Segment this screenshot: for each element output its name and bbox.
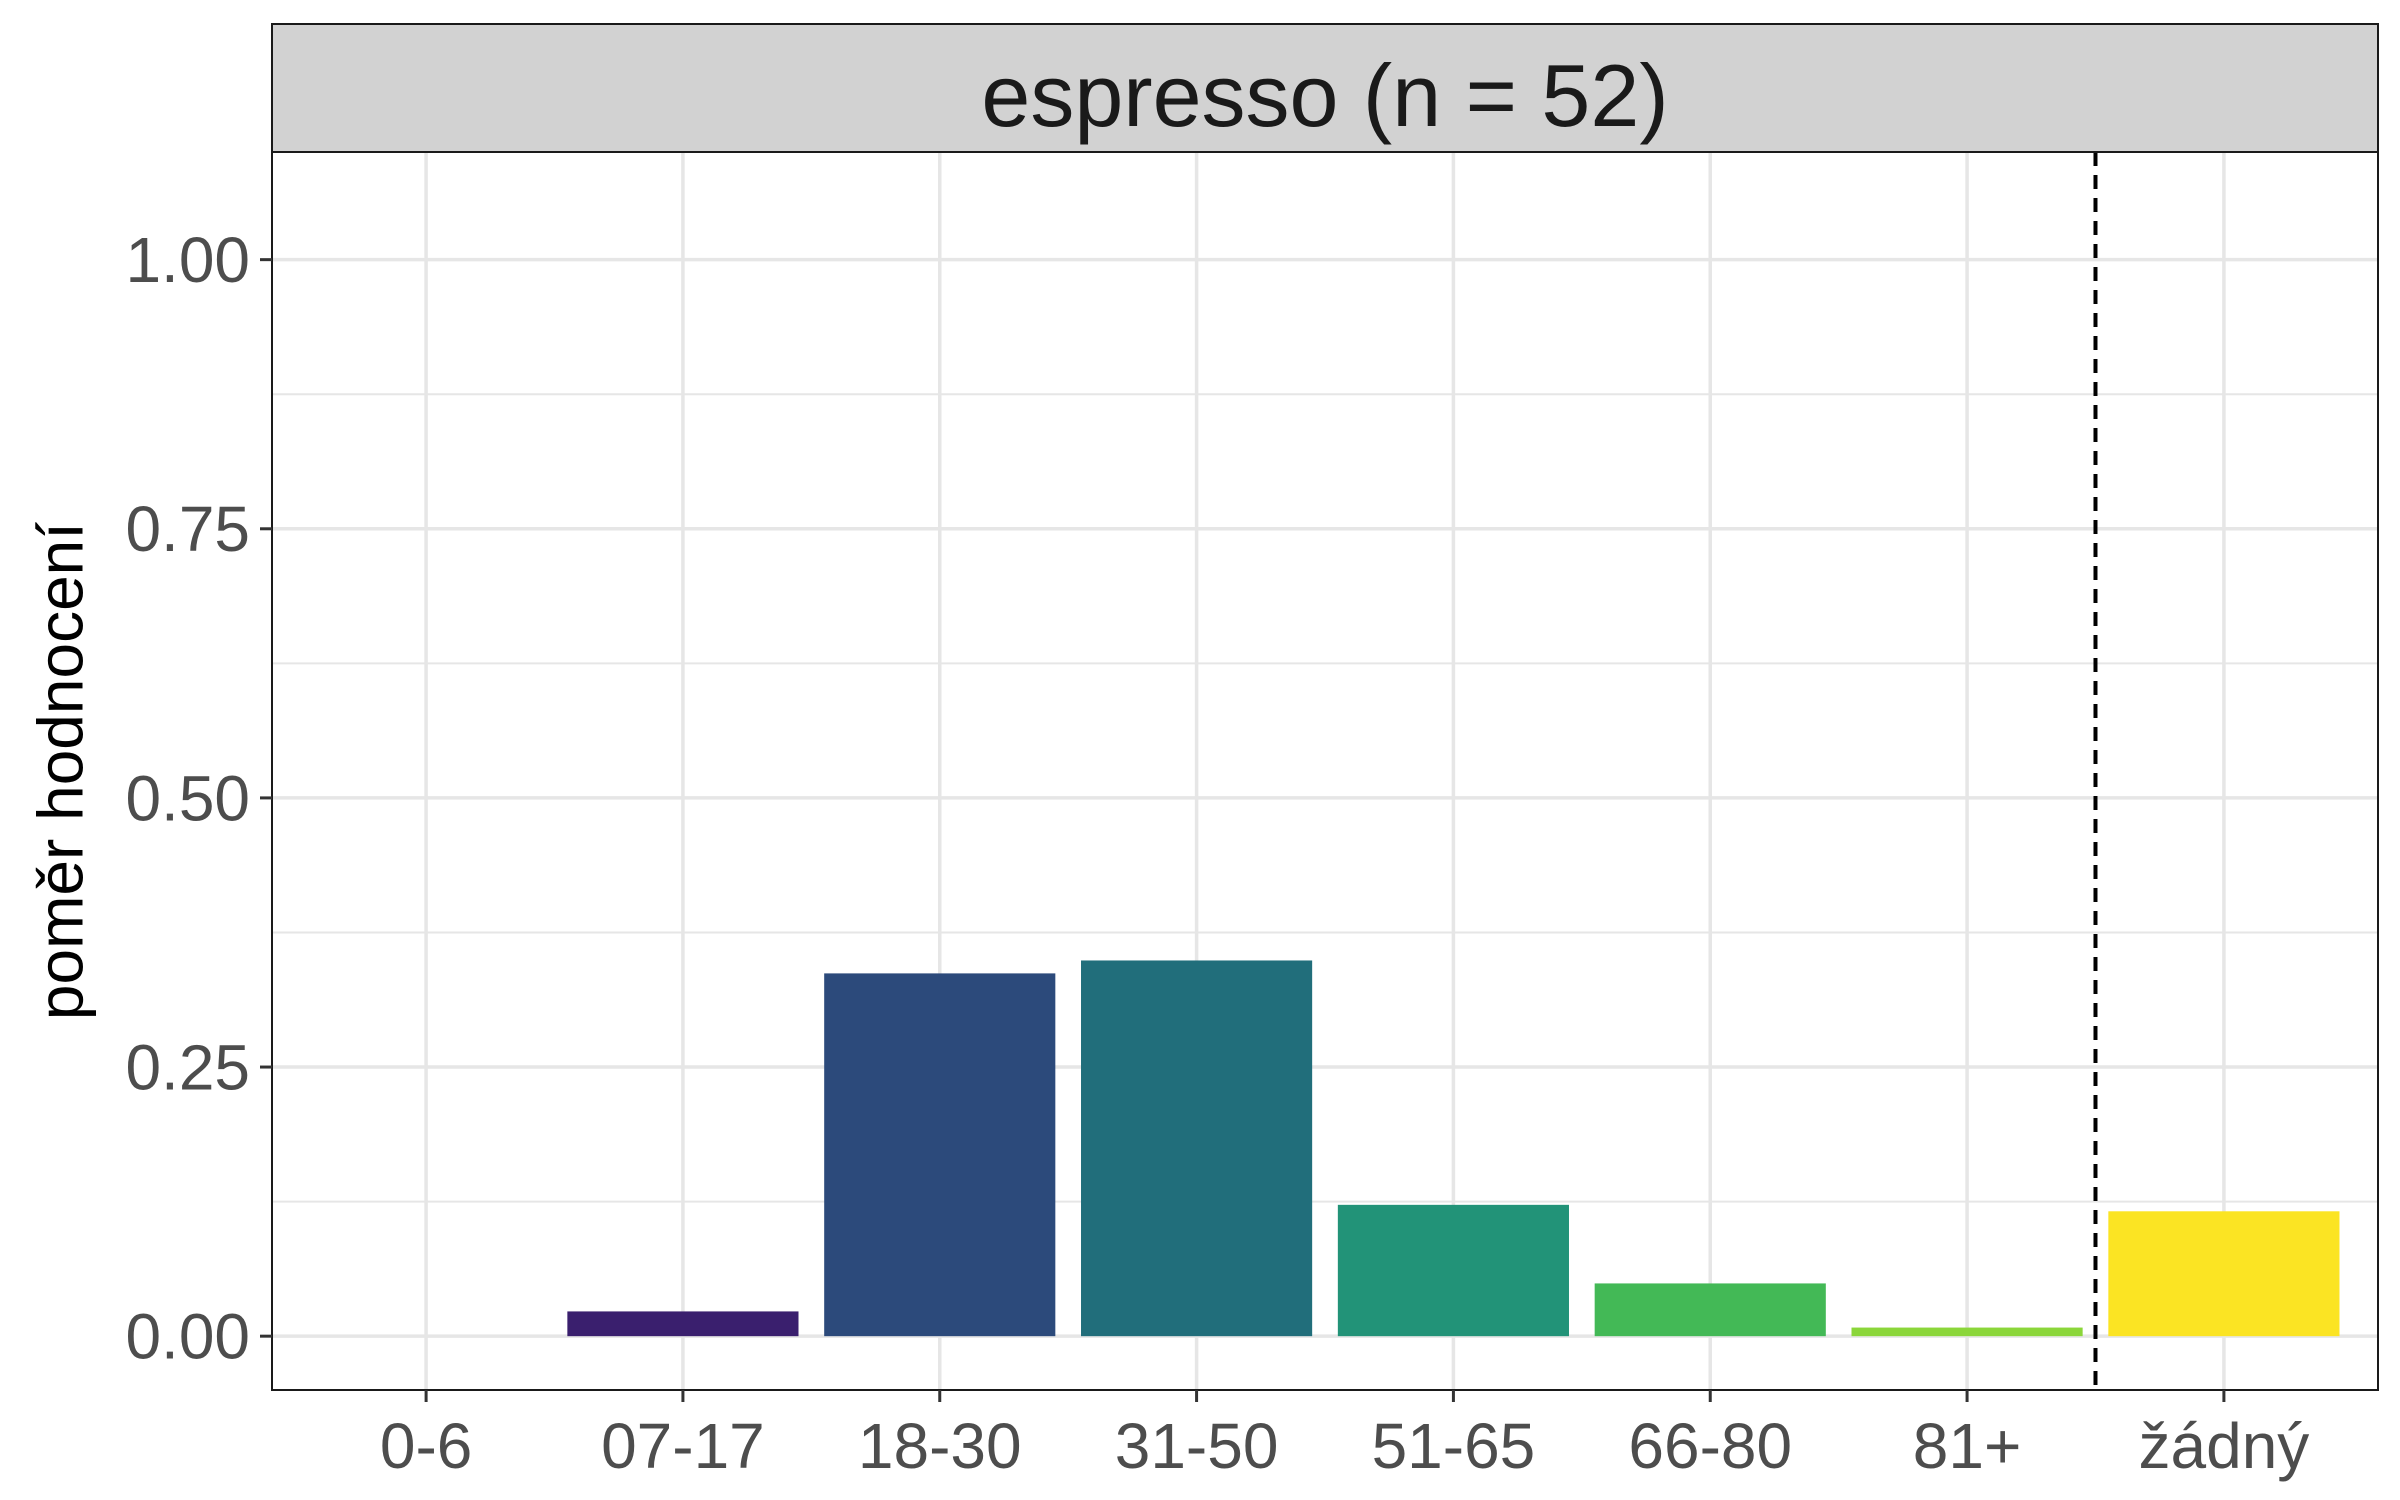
bar-81+ [1851,1327,2083,1337]
x-tick-label: 31-50 [1115,1410,1279,1482]
facet-title: espresso (n = 52) [981,46,1668,145]
x-tick-label: 81+ [1913,1410,2022,1482]
x-tick-label: 66-80 [1628,1410,1792,1482]
x-axis: 0-6 07-17 18-30 31-50 51-65 66-80 81+ žádný [380,1390,2309,1482]
bars [567,960,2340,1337]
y-tick-label: 0.75 [125,493,250,565]
bar-51-65 [1337,1204,1569,1337]
x-tick-label: žádný [2139,1410,2310,1482]
x-tick-label: 0-6 [380,1410,473,1482]
y-tick-label: 0.00 [125,1301,250,1373]
x-tick-label: 18-30 [858,1410,1022,1482]
bar-18-30 [824,973,1056,1337]
y-tick-label: 0.25 [125,1031,250,1103]
bar-07-17 [567,1311,799,1337]
bar-31-50 [1081,960,1313,1337]
y-axis-title: poměr hodnocení [24,522,96,1020]
bar-žádný [2108,1211,2340,1337]
bar-66-80 [1594,1283,1826,1337]
y-tick-label: 0.50 [125,762,250,834]
y-tick-label: 1.00 [125,224,250,296]
grid-lines [272,152,2378,1390]
y-axis: 0.00 0.25 0.50 0.75 1.00 [125,224,272,1373]
x-tick-label: 07-17 [601,1410,765,1482]
facet-strip [271,23,2379,153]
panel-border [271,151,2379,1391]
x-tick-label: 51-65 [1372,1410,1536,1482]
